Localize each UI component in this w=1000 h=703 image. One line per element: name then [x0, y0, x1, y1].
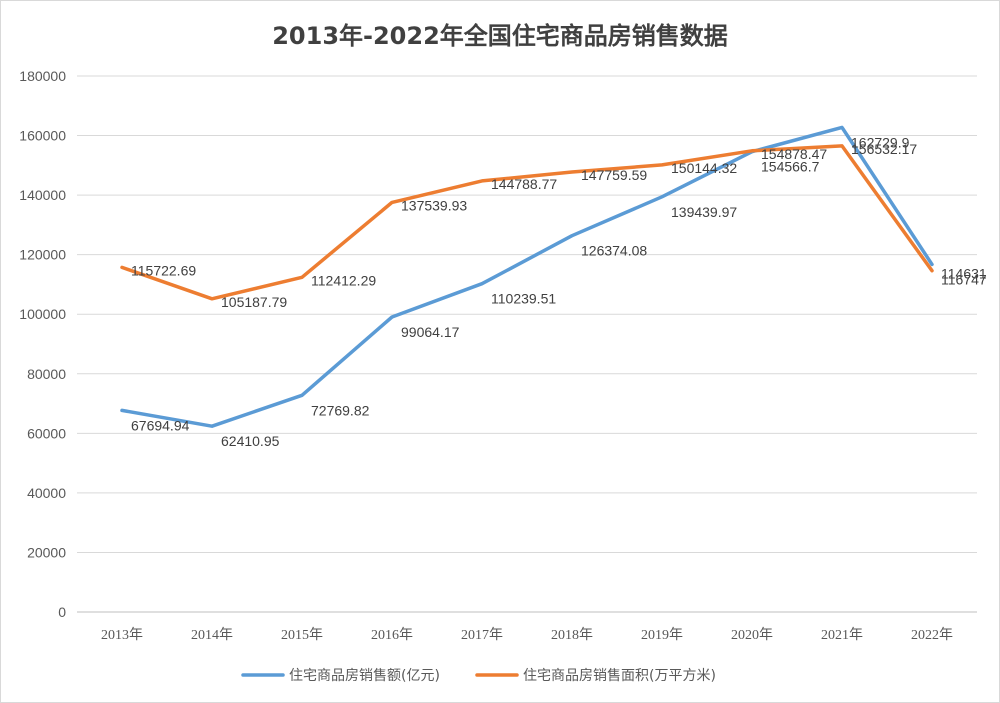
- chart-title: 2013年-2022年全国住宅商品房销售数据: [272, 22, 728, 50]
- x-tick-label: 2022年: [911, 627, 953, 643]
- data-label: 72769.82: [311, 402, 370, 418]
- data-label: 150144.32: [671, 160, 737, 176]
- data-label: 154878.47: [761, 146, 827, 162]
- x-tick-label: 2020年: [731, 627, 773, 643]
- y-tick-label: 20000: [27, 544, 66, 560]
- y-tick-label: 80000: [27, 366, 66, 382]
- data-label: 115722.69: [131, 262, 196, 278]
- data-label: 139439.97: [671, 204, 737, 220]
- y-tick-label: 0: [58, 604, 66, 620]
- data-label: 112412.29: [311, 272, 376, 288]
- legend-label-2: 住宅商品房销售面积(万平方米): [523, 668, 716, 684]
- series-line-2: [120, 144, 934, 301]
- data-label: 67694.94: [131, 417, 190, 433]
- y-tick-label: 60000: [27, 425, 66, 441]
- data-label: 156532.17: [851, 141, 917, 157]
- x-tick-label: 2019年: [641, 627, 683, 643]
- y-tick-label: 120000: [19, 247, 66, 263]
- data-label: 126374.08: [581, 243, 647, 259]
- y-tick-label: 40000: [27, 485, 66, 501]
- data-label: 144788.77: [491, 176, 557, 192]
- x-tick-label: 2021年: [821, 627, 863, 643]
- x-tick-label: 2016年: [371, 627, 413, 643]
- data-label: 114631: [941, 266, 987, 282]
- x-tick-label: 2018年: [551, 627, 593, 643]
- legend-label-1: 住宅商品房销售额(亿元): [289, 668, 440, 684]
- y-tick-label: 100000: [19, 306, 66, 322]
- x-tick-label: 2014年: [191, 627, 233, 643]
- x-tick-label: 2015年: [281, 627, 323, 643]
- data-label: 99064.17: [401, 324, 460, 340]
- data-label: 137539.93: [401, 197, 467, 213]
- x-tick-label: 2017年: [461, 627, 503, 643]
- data-label: 162729.9: [851, 134, 910, 150]
- y-tick-label: 140000: [19, 187, 66, 203]
- data-label: 154566.7: [761, 159, 820, 175]
- y-tick-label: 160000: [19, 128, 66, 144]
- data-label: 110239.51: [491, 291, 556, 307]
- data-label: 105187.79: [221, 294, 287, 310]
- x-tick-label: 2013年: [101, 627, 143, 643]
- series-line-1: [120, 125, 934, 428]
- data-label: 147759.59: [581, 167, 647, 183]
- y-tick-label: 180000: [19, 68, 66, 84]
- data-label: 62410.95: [221, 433, 280, 449]
- data-label: 116747: [941, 271, 987, 287]
